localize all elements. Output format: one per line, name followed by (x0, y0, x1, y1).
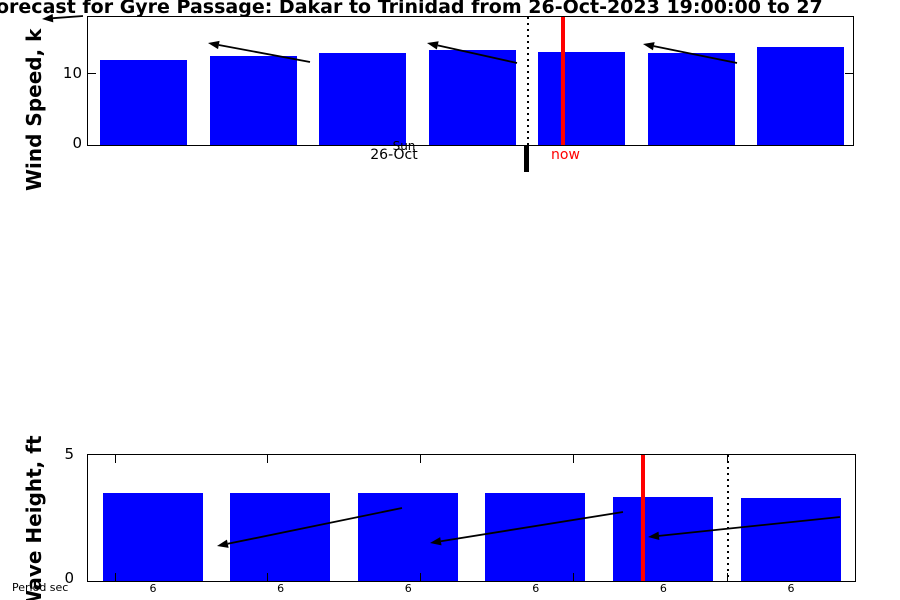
wave-xtick-bottom (572, 573, 574, 581)
wave-bar-6 (740, 498, 841, 581)
wave-dotted-line (726, 455, 729, 581)
wave-xtick-top (266, 455, 268, 463)
wave-bar-2 (230, 493, 331, 581)
wind-ytick-label-10: 10 (62, 64, 82, 82)
wave-ytick-label-5: 5 (64, 445, 74, 463)
wave-period-label-6: 6 (787, 582, 795, 595)
wind-bar-5 (538, 52, 625, 145)
wave-now-line (640, 455, 645, 581)
wave-period-label-5: 6 (659, 582, 667, 595)
wave-bar-4 (485, 493, 586, 581)
now-label: now (551, 147, 580, 163)
wave-ytick-label-0: 0 (64, 569, 74, 587)
wind-bar-1 (100, 60, 187, 145)
wave-xtick-bottom (114, 573, 116, 581)
wave-bar-5 (612, 497, 713, 581)
wind-xtick-day: 26-Oct (370, 147, 418, 163)
wave-xtick-top (114, 455, 116, 463)
wind-bold-xtick (524, 145, 529, 172)
wind-bar-7 (757, 47, 844, 145)
wave-xtick-bottom (266, 573, 268, 581)
wind-ytick-label-0: 0 (72, 134, 82, 152)
wave-period-label-3: 6 (404, 582, 412, 595)
figure-title: orecast for Gyre Passage: Dakar to Trini… (0, 0, 823, 18)
wind-ytick-right (845, 72, 853, 74)
wind-bar-4 (428, 50, 516, 145)
wave-xtick-top (572, 455, 574, 463)
wind-xtick-weekday: Sun (392, 139, 416, 153)
wave-chart-plot (87, 454, 856, 582)
wave-xtick-top (419, 455, 421, 463)
wave-xtick-bottom (419, 573, 421, 581)
wave-bar-1 (102, 493, 203, 581)
wind-dotted-line (526, 17, 529, 145)
wind-now-line (560, 17, 565, 145)
wave-period-label-4: 6 (532, 582, 540, 595)
wind-chart-plot (87, 16, 854, 146)
wave-period-label-1: 6 (149, 582, 157, 595)
wind-bar-6 (647, 53, 735, 145)
wave-bar-3 (357, 493, 458, 581)
period-sec-note: Period sec (12, 581, 69, 594)
wind-ylabel: Wind Speed, k (22, 28, 46, 191)
wind-bar-2 (209, 56, 297, 145)
wind-ytick (88, 72, 96, 74)
wind-bar-3 (319, 53, 406, 145)
wave-period-label-2: 6 (277, 582, 285, 595)
